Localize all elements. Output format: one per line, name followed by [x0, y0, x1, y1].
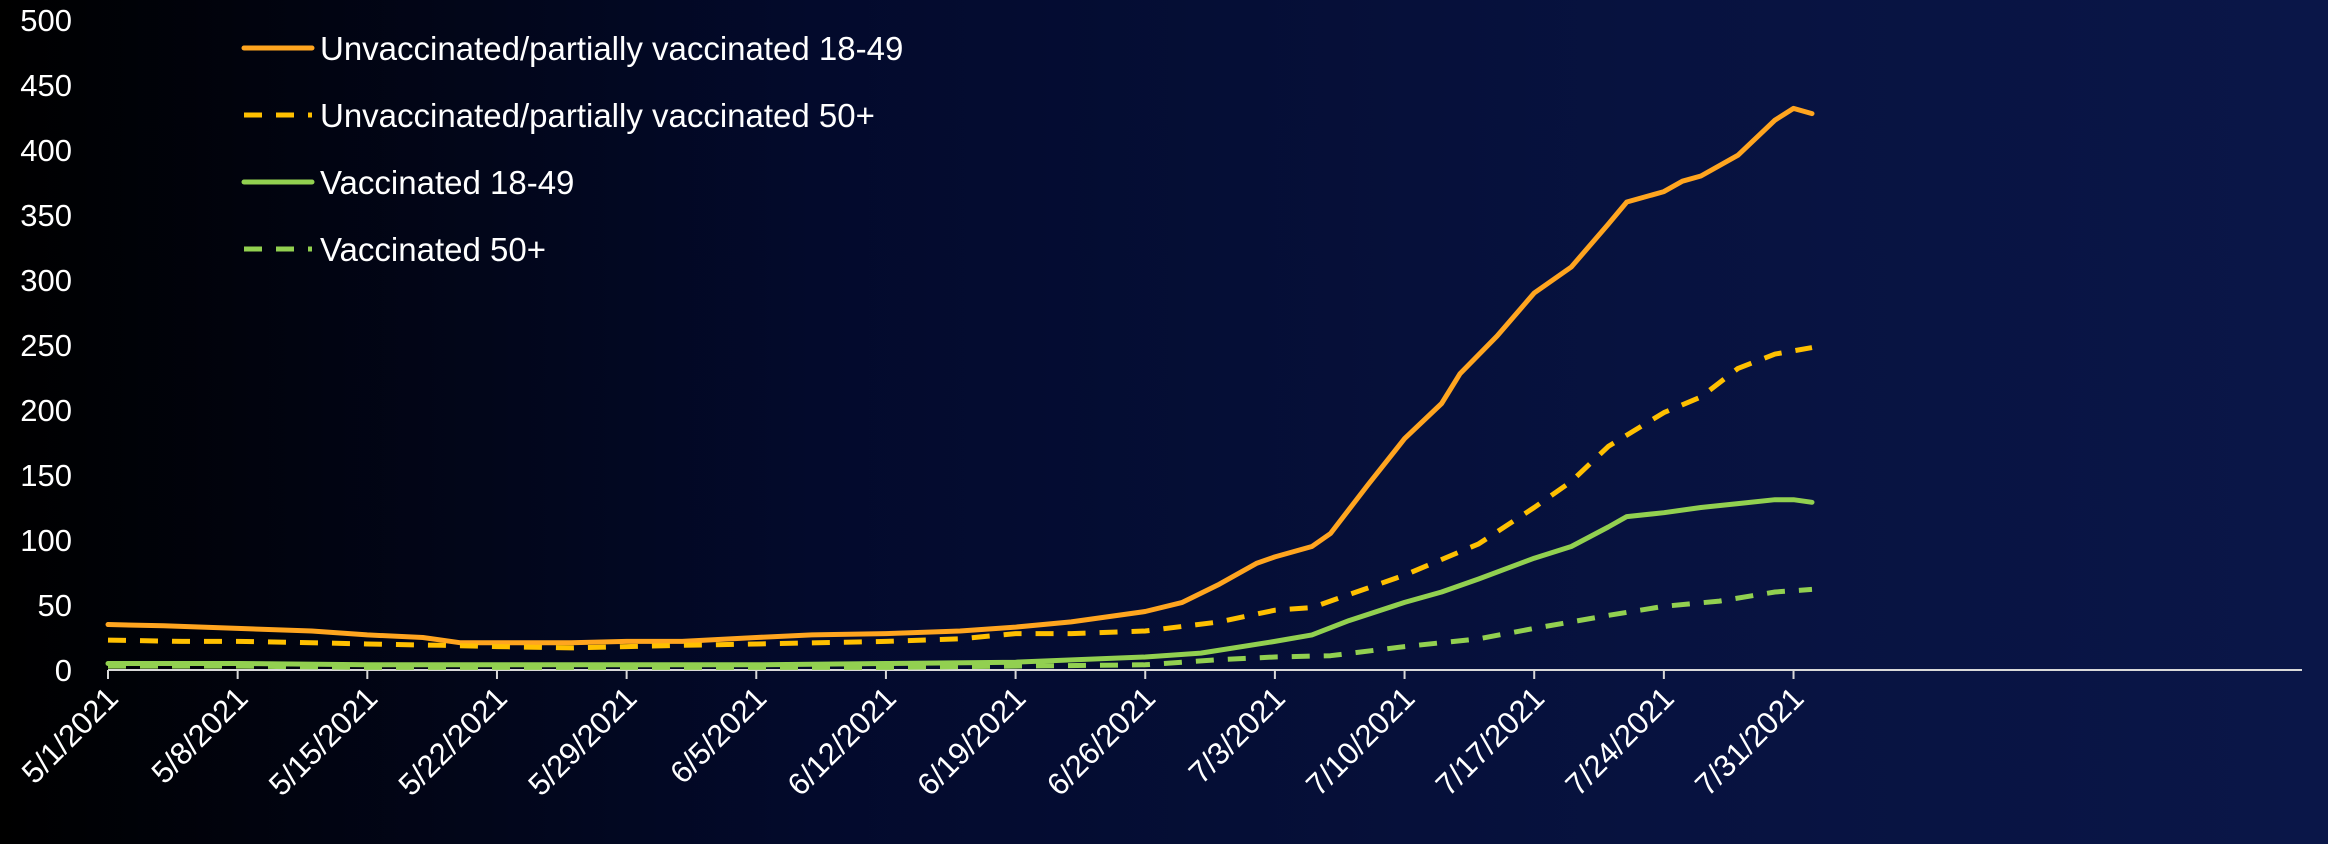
x-tick-label: 5/29/2021: [521, 680, 643, 802]
series-lines: [105, 105, 1815, 670]
series-line-1: [105, 105, 1815, 646]
x-tick-label: 7/31/2021: [1688, 680, 1810, 802]
y-tick-label: 50: [38, 588, 72, 623]
y-tick-label: 350: [20, 198, 72, 233]
x-tick-label: 6/12/2021: [781, 680, 903, 802]
x-tick-label: 6/5/2021: [663, 680, 773, 790]
legend: Unvaccinated/partially vaccinated 18-49 U…: [241, 30, 903, 268]
y-tick-label: 0: [55, 653, 72, 688]
x-tick-labels: 5/1/2021 5/8/2021 5/15/2021 5/22/2021 5/29/2…: [15, 680, 1811, 802]
legend-label: Unvaccinated/partially vaccinated 18-49: [320, 30, 903, 67]
legend-label: Vaccinated 18-49: [320, 164, 574, 201]
y-tick-label: 250: [20, 328, 72, 363]
series-line-2: [107, 345, 1813, 651]
x-tick-label: 5/1/2021: [15, 680, 125, 790]
x-tick-label: 6/19/2021: [910, 680, 1032, 802]
x-tick-label: 7/17/2021: [1429, 680, 1551, 802]
y-tick-label: 100: [20, 523, 72, 558]
x-tick-label: 5/15/2021: [262, 680, 384, 802]
legend-label: Vaccinated 50+: [320, 231, 546, 268]
y-tick-label: 400: [20, 133, 72, 168]
series-line-4: [108, 586, 1813, 670]
y-tick-label: 500: [20, 3, 72, 38]
y-tick-labels: 0 50 100 150 200 250 300 350 400 450 500: [20, 3, 72, 688]
y-tick-label: 300: [20, 263, 72, 298]
x-tick-label: 6/26/2021: [1040, 680, 1162, 802]
x-tick-label: 7/10/2021: [1299, 680, 1421, 802]
series-line-3: [105, 497, 1815, 668]
x-tick-label: 5/22/2021: [392, 680, 514, 802]
axes: [107, 669, 2302, 679]
y-tick-label: 450: [20, 68, 72, 103]
x-tick-label: 7/24/2021: [1559, 680, 1681, 802]
legend-label: Unvaccinated/partially vaccinated 50+: [320, 97, 875, 134]
y-tick-label: 200: [20, 393, 72, 428]
y-tick-label: 150: [20, 458, 72, 493]
x-tick-label: 7/3/2021: [1182, 680, 1292, 790]
x-tick-label: 5/8/2021: [145, 680, 255, 790]
